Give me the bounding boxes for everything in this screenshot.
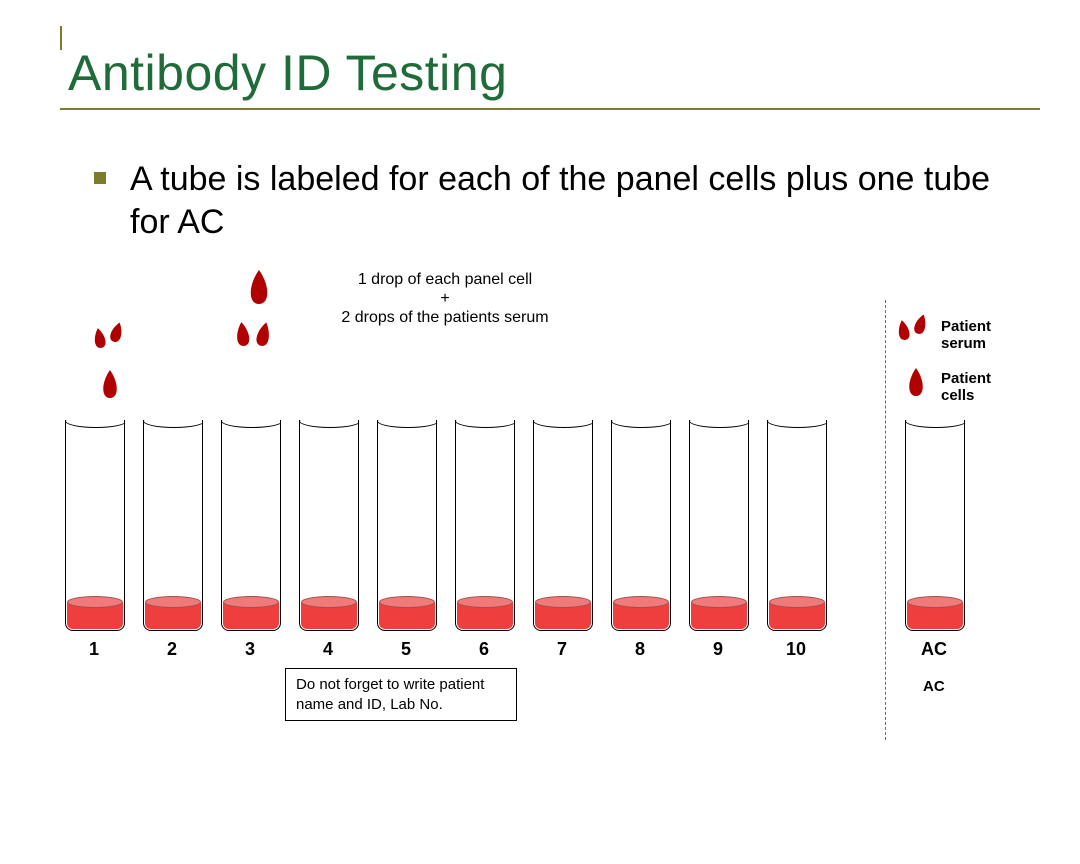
page-title: Antibody ID Testing: [68, 44, 1040, 102]
tube-9: 9: [689, 420, 747, 660]
tube-label: 1: [65, 639, 123, 660]
bullet-row: A tube is labeled for each of the panel …: [94, 158, 1030, 243]
panel-cell-drop-icon: [101, 370, 119, 398]
slide: Antibody ID Testing A tube is labeled fo…: [0, 0, 1080, 864]
tube-6: 6: [455, 420, 513, 660]
test-tube-icon: [455, 420, 515, 631]
tube-10: 10: [767, 420, 825, 660]
tube-label: 4: [299, 639, 357, 660]
test-tube-icon: [143, 420, 203, 631]
bullet-text: A tube is labeled for each of the panel …: [130, 158, 1030, 243]
tube-label: 9: [689, 639, 747, 660]
serum-drop-icon: [911, 313, 928, 335]
test-tube-icon: [221, 420, 281, 631]
tube-8: 8: [611, 420, 669, 660]
title-accent-tick: [60, 26, 62, 50]
tube-label: 7: [533, 639, 591, 660]
tube-label: 8: [611, 639, 669, 660]
serum-drop-icon: [234, 321, 252, 346]
reminder-note: Do not forget to write patient name and …: [285, 668, 517, 721]
tube-5: 5: [377, 420, 435, 660]
test-tube-icon: [377, 420, 437, 631]
title-block: Antibody ID Testing: [68, 44, 1040, 102]
tubes-diagram: 1 drop of each panel cell+2 drops of the…: [65, 260, 1015, 730]
tube-label: 6: [455, 639, 513, 660]
test-tube-icon: [299, 420, 359, 631]
tube-4: 4: [299, 420, 357, 660]
mix-instructions: 1 drop of each panel cell+2 drops of the…: [295, 270, 595, 328]
tube-label: 2: [143, 639, 201, 660]
test-tube-icon: [767, 420, 827, 631]
tube-label: 3: [221, 639, 279, 660]
tube-1: 1: [65, 420, 123, 660]
tube-3: 3: [221, 420, 279, 660]
test-tube-icon: [905, 420, 965, 631]
tube-label: 5: [377, 639, 435, 660]
serum-drop-icon: [253, 321, 272, 347]
ac-caption: AC: [923, 678, 945, 695]
legend-patient-cells: Patient cells: [941, 370, 1015, 404]
serum-drop-icon: [107, 321, 124, 343]
test-tube-icon: [689, 420, 749, 631]
test-tube-icon: [65, 420, 125, 631]
tube-7: 7: [533, 420, 591, 660]
legend-patient-serum: Patient serum: [941, 318, 1015, 352]
tube-label: 10: [767, 639, 825, 660]
bullet-square-icon: [94, 172, 106, 184]
tube-2: 2: [143, 420, 201, 660]
panel-cell-drop-icon: [248, 270, 270, 304]
title-underline: [60, 108, 1040, 110]
tube-ac: AC: [905, 420, 963, 660]
test-tube-icon: [533, 420, 593, 631]
serum-drop-icon: [92, 327, 108, 348]
patient-cell-drop-icon: [907, 368, 925, 396]
tube-label: AC: [905, 639, 963, 660]
test-tube-icon: [611, 420, 671, 631]
separator-line: [885, 300, 886, 740]
serum-drop-icon: [896, 319, 912, 340]
